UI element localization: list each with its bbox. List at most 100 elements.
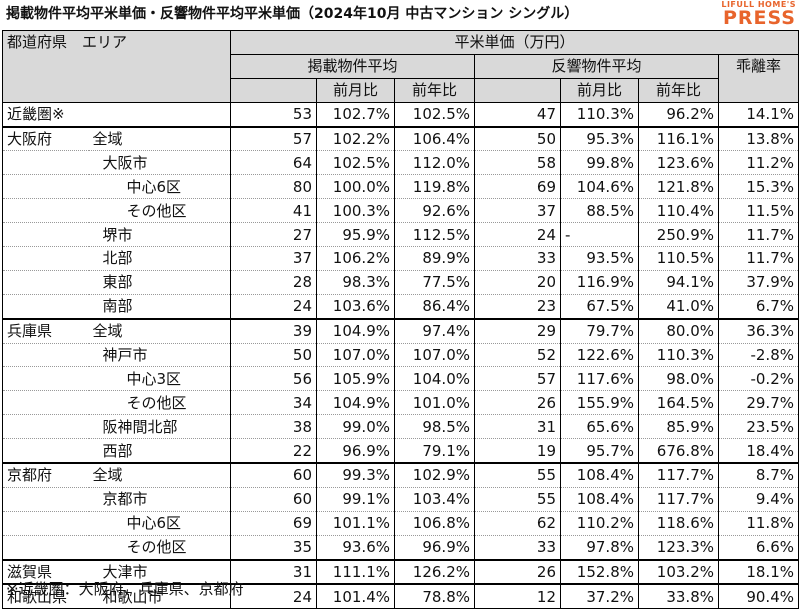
listing-price: 80 <box>230 174 317 200</box>
listing-price: 53 <box>230 101 317 128</box>
gap-rate: 15.3% <box>718 174 799 200</box>
response-mom: 93.5% <box>560 246 639 271</box>
table-row: 大阪市 64 102.5% 112.0% 58 99.8% 123.6% 11.2% <box>2 150 799 176</box>
listing-price: 24 <box>230 294 317 320</box>
gap-rate: 29.7% <box>718 390 799 416</box>
response-price: 29 <box>474 317 561 344</box>
listing-price: 22 <box>230 438 317 464</box>
response-yoy: 41.0% <box>638 294 719 320</box>
header-listing-yoy: 前年比 <box>394 77 475 103</box>
table-row: その他区 34 104.9% 101.0% 26 155.9% 164.5% 29.7% <box>2 390 799 416</box>
gap-rate: 23.5% <box>718 414 799 440</box>
table-row: 神戸市 50 107.0% 107.0% 52 122.6% 110.3% -2.8% <box>2 343 799 368</box>
response-mom: 99.8% <box>560 150 639 176</box>
row-pref <box>2 414 89 440</box>
gap-rate: 9.4% <box>718 487 799 512</box>
row-area: 中心3区 <box>88 366 231 392</box>
listing-yoy: 112.5% <box>394 222 475 248</box>
response-mom: 95.7% <box>560 438 639 464</box>
listing-yoy: 106.8% <box>394 511 475 536</box>
row-pref: 滋賀県 <box>2 558 89 585</box>
row-area: 中心6区 <box>88 174 231 200</box>
row-area: 大阪市 <box>88 150 231 176</box>
listing-price: 27 <box>230 222 317 248</box>
response-yoy: 250.9% <box>638 222 719 248</box>
listing-yoy: 102.5% <box>394 101 475 128</box>
listing-price: 57 <box>230 125 317 152</box>
response-mom: - <box>560 222 639 248</box>
logo-top-text: LIFULL HOME'S <box>721 0 796 9</box>
footnote: ※近畿圏：大阪府、兵庫県、京都府 <box>6 580 244 598</box>
listing-yoy: 96.9% <box>394 535 475 561</box>
table-row: 京都府 全域 60 99.3% 102.9% 55 108.4% 117.7% 8.7% <box>2 462 799 488</box>
response-price: 26 <box>474 558 561 585</box>
header-listing-avg: 掲載物件平均 <box>230 53 475 79</box>
listing-yoy: 103.4% <box>394 487 475 512</box>
response-yoy: 117.7% <box>638 462 719 488</box>
table-row: 京都市 60 99.1% 103.4% 55 108.4% 117.7% 9.4% <box>2 487 799 512</box>
listing-mom: 106.2% <box>316 246 395 271</box>
response-mom: 88.5% <box>560 198 639 224</box>
row-area: 神戸市 <box>88 343 231 368</box>
listing-mom: 105.9% <box>316 366 395 392</box>
response-mom: 97.8% <box>560 535 639 561</box>
table-row: その他区 35 93.6% 96.9% 33 97.8% 123.3% 6.6% <box>2 535 799 561</box>
response-yoy: 110.5% <box>638 246 719 271</box>
row-pref <box>2 366 89 392</box>
listing-mom: 96.9% <box>316 438 395 464</box>
table-row: 中心3区 56 105.9% 104.0% 57 117.6% 98.0% -0.2% <box>2 366 799 392</box>
listing-yoy: 112.0% <box>394 150 475 176</box>
listing-price: 37 <box>230 246 317 271</box>
gap-rate: 18.4% <box>718 438 799 464</box>
response-yoy: 85.9% <box>638 414 719 440</box>
response-yoy: 80.0% <box>638 317 719 344</box>
response-yoy: 98.0% <box>638 366 719 392</box>
listing-price: 34 <box>230 390 317 416</box>
listing-mom: 102.7% <box>316 101 395 128</box>
row-area: 東部 <box>88 270 231 295</box>
listing-mom: 95.9% <box>316 222 395 248</box>
response-price: 37 <box>474 198 561 224</box>
listing-yoy: 119.8% <box>394 174 475 200</box>
gap-rate: 37.9% <box>718 270 799 295</box>
response-price: 69 <box>474 174 561 200</box>
listing-yoy: 92.6% <box>394 198 475 224</box>
table-row: その他区 41 100.3% 92.6% 37 88.5% 110.4% 11.5% <box>2 198 799 224</box>
gap-rate: 6.7% <box>718 294 799 320</box>
response-yoy: 118.6% <box>638 511 719 536</box>
listing-mom: 101.1% <box>316 511 395 536</box>
row-pref <box>2 198 89 224</box>
row-area: 堺市 <box>88 222 231 248</box>
report-title: 掲載物件平均平米単価・反響物件平均平米単価（2024年10月 中古マンション シ… <box>6 6 579 22</box>
response-price: 47 <box>474 101 561 128</box>
response-price: 19 <box>474 438 561 464</box>
row-area <box>88 101 231 128</box>
logo-bottom-text: PRESS <box>722 7 796 29</box>
table-row: 西部 22 96.9% 79.1% 19 95.7% 676.8% 18.4% <box>2 438 799 464</box>
listing-mom: 104.9% <box>316 317 395 344</box>
response-price: 52 <box>474 343 561 368</box>
response-price: 55 <box>474 462 561 488</box>
gap-rate: 13.8% <box>718 125 799 152</box>
response-mom: 67.5% <box>560 294 639 320</box>
response-yoy: 110.4% <box>638 198 719 224</box>
listing-mom: 99.1% <box>316 487 395 512</box>
gap-rate: -2.8% <box>718 343 799 368</box>
response-mom: 152.8% <box>560 558 639 585</box>
response-mom: 117.6% <box>560 366 639 392</box>
row-area: 全域 <box>88 462 231 488</box>
row-pref <box>2 270 89 295</box>
response-mom: 37.2% <box>560 583 639 609</box>
response-price: 31 <box>474 414 561 440</box>
response-mom: 104.6% <box>560 174 639 200</box>
response-yoy: 96.2% <box>638 101 719 128</box>
listing-yoy: 102.9% <box>394 462 475 488</box>
listing-price: 41 <box>230 198 317 224</box>
listing-price: 60 <box>230 487 317 512</box>
listing-yoy: 97.4% <box>394 317 475 344</box>
gap-rate: 90.4% <box>718 583 799 609</box>
listing-mom: 100.0% <box>316 174 395 200</box>
gap-rate: 11.5% <box>718 198 799 224</box>
response-yoy: 33.8% <box>638 583 719 609</box>
row-area: 北部 <box>88 246 231 271</box>
